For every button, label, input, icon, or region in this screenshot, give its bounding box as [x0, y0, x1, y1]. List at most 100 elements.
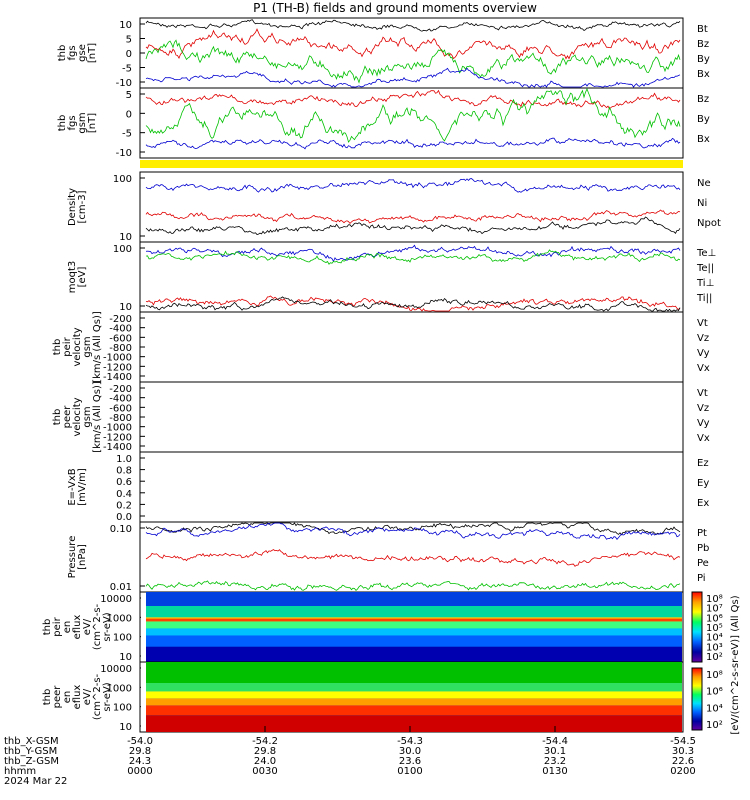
colorbar-tick: 10⁷ — [706, 604, 723, 615]
y-tick-label: 100 — [113, 244, 132, 255]
panel-peer_velocity: thbpeervelocitygsm[km/s (All Qs)] -200-40… — [52, 381, 710, 453]
y-tick-label: 1000 — [107, 683, 132, 694]
colorbar-tick: 10⁸ — [706, 670, 723, 681]
series-Bz — [145, 89, 681, 110]
x-row-label: hhmm — [4, 766, 36, 777]
y-axis-label-line: velocity — [72, 327, 83, 366]
y-tick-label: 10 — [119, 232, 132, 243]
y-axis-label-line: peer — [62, 405, 73, 429]
legend-Npot: Npot — [697, 218, 721, 229]
heatmap-band — [146, 635, 682, 647]
legend-Te⊥: Te⊥ — [696, 248, 716, 259]
series-Te⊥ — [145, 295, 681, 312]
heatmap-band — [146, 646, 682, 662]
y-tick-label: 100 — [113, 633, 132, 644]
y-axis-label-line: peer — [52, 685, 63, 709]
y-axis-label: thbpeirenefluxeV/(cm^2-s-sr-eV) — [42, 603, 113, 650]
y-tick-label: 0.0 — [116, 512, 132, 523]
y-axis-label-line: en — [62, 691, 73, 704]
y-axis-label-line: thb — [57, 115, 68, 132]
series-Pb — [145, 549, 681, 567]
y-axis-label-line: moqt3 — [67, 261, 78, 294]
series-Ne — [145, 209, 681, 224]
x-tick-label: 24.3 — [129, 756, 151, 767]
y-axis-label-line: peir — [62, 336, 73, 356]
y-tick-label: 10000 — [100, 594, 132, 605]
panel-efield: E=-VxB[mV/m] 1.00.80.60.40.20.0 Ez Ey Ex — [67, 451, 709, 523]
y-tick-label: 10 — [119, 302, 132, 313]
y-axis-label-line: fgs — [67, 45, 78, 60]
y-axis-label-line: [mV/m] — [77, 468, 88, 506]
x-tick-label: -54.2 — [252, 736, 278, 747]
colorbar-tick: 10⁵ — [706, 623, 723, 634]
y-tick-label: 10 — [119, 722, 132, 733]
panel-frame — [139, 451, 684, 523]
heatmap-band — [146, 698, 682, 706]
y-tick-label: -400 — [109, 394, 132, 405]
y-axis-label-line: thb — [52, 409, 63, 426]
y-tick-label: -10 — [116, 78, 132, 89]
y-tick-label: -5 — [122, 129, 132, 140]
y-tick-label: -200 — [109, 384, 132, 395]
series-Npot — [145, 178, 681, 193]
panel-fgs_gsm: thbfgsgsm[nT] 5 0 -5 -10 Bz By Bx — [57, 87, 710, 159]
heatmap-nodata — [141, 663, 146, 731]
series-Pt — [145, 522, 681, 536]
x-tick-label: 0130 — [542, 766, 567, 777]
heatmap-band — [146, 606, 682, 618]
y-tick-label: 10 — [119, 20, 132, 31]
y-axis-label-line: Density — [67, 188, 78, 226]
y-axis-label-line: gse — [77, 44, 88, 62]
legend-Ti⊥: Ti⊥ — [696, 278, 714, 289]
y-tick-label: 100 — [113, 174, 132, 185]
legend-Pe: Pe — [697, 558, 709, 569]
y-tick-label: 1.0 — [116, 454, 132, 465]
legend-Pb: Pb — [697, 543, 709, 554]
y-tick-label: -800 — [109, 343, 132, 354]
colorbar-tick: 10⁸ — [706, 594, 723, 605]
heatmap-band — [146, 715, 682, 732]
y-axis-label-line: [cm-3] — [77, 190, 88, 223]
heatmap-band — [146, 621, 682, 629]
y-axis-label: thbpeervelocitygsm[km/s (All Qs)] — [52, 381, 103, 453]
panel-peer_eflux: thbpeerenefluxeV/(cm^2-s-sr-eV)100001000… — [42, 661, 684, 733]
y-axis-label-line: [nPa] — [77, 544, 88, 570]
y-axis-label-line: sr-eV) — [102, 612, 113, 641]
legend-Pi: Pi — [697, 573, 706, 584]
y-axis-label-line: eV/ — [82, 688, 93, 705]
colorbar-peer — [691, 667, 703, 731]
panel-temperature: moqt3[eV] 100 10 Te⊥ Te|| Ti⊥ Ti|| — [67, 241, 716, 313]
colorbar-tick: 10⁴ — [706, 633, 723, 644]
y-tick-label: 0.8 — [116, 466, 132, 477]
panel-frame — [139, 87, 684, 159]
y-axis-label-line: gsm — [82, 406, 93, 427]
colorbar-tick: 10⁶ — [706, 613, 723, 624]
legend-Ni: Ni — [697, 198, 707, 209]
y-tick-label: -1000 — [103, 353, 132, 364]
y-tick-label: -400 — [109, 324, 132, 335]
y-tick-label: -1000 — [103, 423, 132, 434]
y-tick-label: 1000 — [107, 613, 132, 624]
heatmap-nodata — [141, 593, 146, 661]
series-Pe — [145, 580, 681, 591]
y-axis-label-line: (cm^2-s- — [92, 673, 103, 720]
y-axis-label-line: [nT] — [87, 43, 98, 63]
panel-frame — [139, 381, 684, 453]
panel-frame — [139, 171, 684, 243]
series-Bx — [145, 137, 681, 150]
legend-Vx: Vx — [697, 433, 710, 444]
y-axis-label-line: sr-eV) — [102, 682, 113, 711]
y-axis-label-line: velocity — [72, 397, 83, 436]
panel-density: Density[cm-3] 100 10 Ne Ni Npot — [67, 171, 721, 243]
series-By — [145, 39, 681, 84]
legend-Vt: Vt — [697, 318, 708, 329]
colorbar-peir — [691, 591, 703, 663]
y-axis-label-line: fgs — [67, 115, 78, 130]
legend-Bz: Bz — [697, 39, 709, 50]
y-tick-label: -600 — [109, 403, 132, 414]
series-Bz — [145, 28, 681, 60]
series-Ni — [145, 216, 681, 235]
y-axis-label: moqt3[eV] — [67, 261, 88, 294]
legend-Ti||: Ti|| — [696, 293, 712, 304]
